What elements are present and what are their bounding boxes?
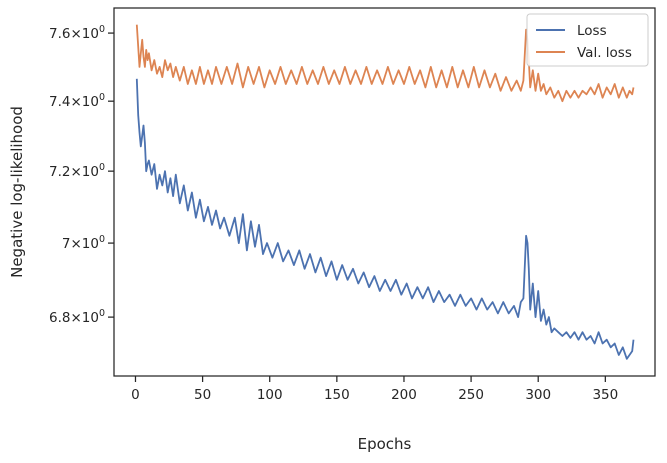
legend: Loss Val. loss (526, 13, 649, 67)
plot-frame (113, 7, 656, 377)
y-tick-label: 7×100 (62, 234, 105, 252)
x-tick-label: 0 (131, 387, 140, 403)
x-tick-label: 150 (324, 387, 350, 403)
y-axis-title: Negative log-likelihood (8, 106, 26, 278)
series-line-loss (135, 78, 635, 360)
x-tick-label: 250 (458, 387, 484, 403)
legend-label-val-loss: Val. loss (577, 45, 632, 61)
series-layer (135, 24, 635, 360)
series-line-val-loss (135, 24, 635, 103)
legend-label-loss: Loss (577, 23, 607, 39)
y-tick-label: 7.2×100 (49, 162, 105, 180)
x-tick-label: 350 (592, 387, 618, 403)
x-axis-title: Epochs (358, 435, 412, 453)
x-tick-label: 300 (525, 387, 551, 403)
y-tick-label: 7.4×100 (49, 92, 105, 110)
y-tick-label: 7.6×100 (49, 24, 105, 42)
x-axis: 0 50 100 150 200 250 300 350 (131, 376, 618, 403)
y-axis: 6.8×100 7×100 7.2×100 7.4×100 7.6×100 (49, 24, 114, 326)
x-tick-label: 100 (257, 387, 283, 403)
x-tick-label: 50 (194, 387, 211, 403)
x-tick-label: 200 (391, 387, 417, 403)
y-tick-label: 6.8×100 (49, 308, 105, 326)
